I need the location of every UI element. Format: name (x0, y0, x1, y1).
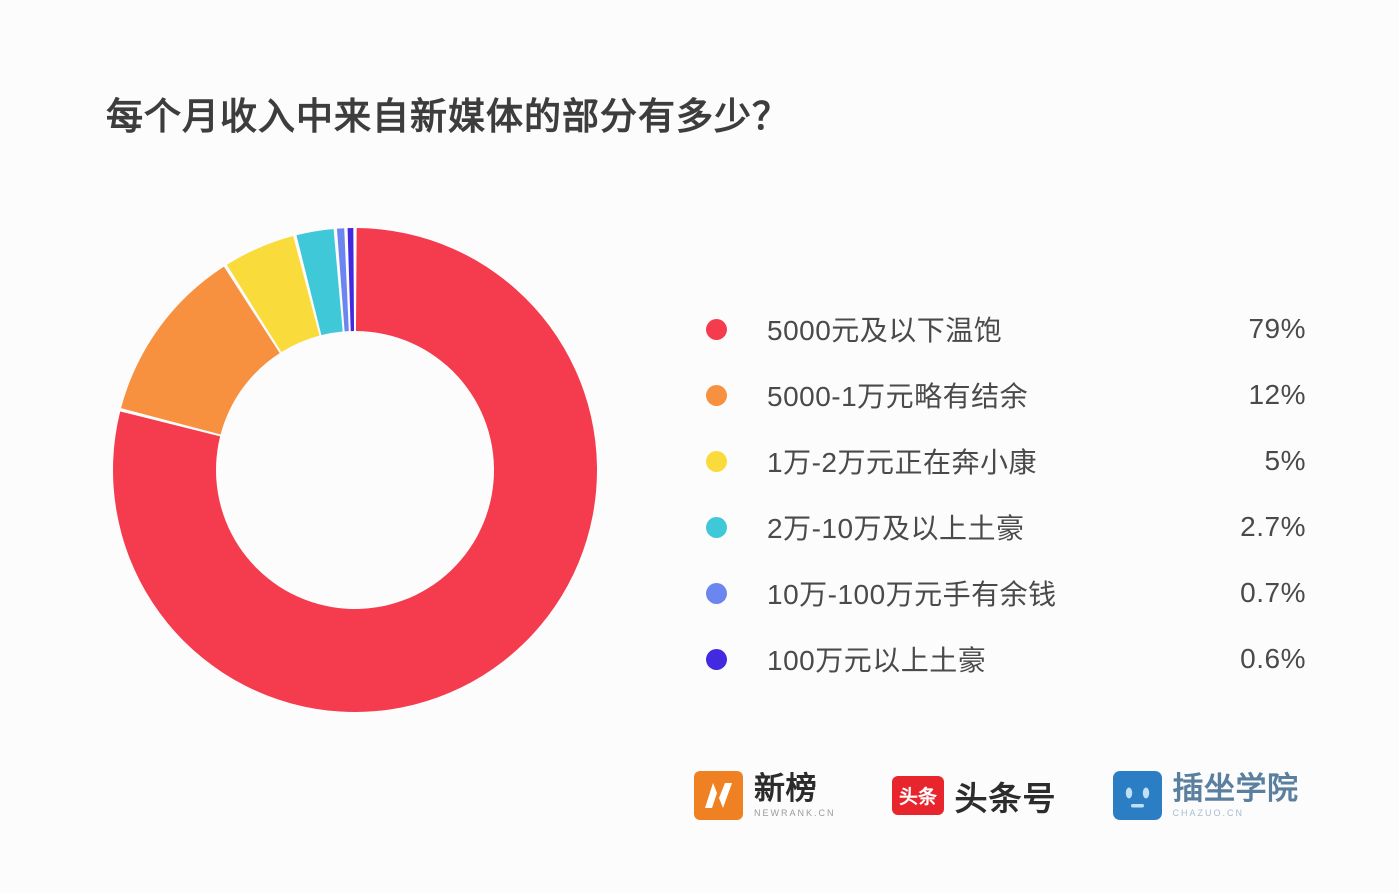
page-title: 每个月收入中来自新媒体的部分有多少？ (106, 96, 790, 137)
newrank-sub: NEWRANK.CN (754, 808, 836, 818)
legend-item-value: 79% (1248, 313, 1306, 344)
donut-slice[interactable] (121, 266, 280, 435)
legend-item-label: 2万-10万及以上土豪 (767, 513, 1025, 544)
legend-item-value: 0.6% (1240, 643, 1306, 674)
footer-logo-row: 新榜 NEWRANK.CN 头条 头条号 插坐学院 CHAZUO.CN (694, 771, 1299, 820)
legend-item[interactable]: 10万-100万元手有余钱 0.7% (706, 560, 1306, 626)
legend-color-dot-icon (706, 516, 727, 538)
legend-item-label: 100万元以上土豪 (767, 645, 987, 676)
logo-newrank: 新榜 NEWRANK.CN (694, 771, 836, 820)
legend-item[interactable]: 100万元以上土豪 0.6% (706, 626, 1306, 692)
legend-item[interactable]: 5000-1万元略有结余 12% (706, 362, 1306, 428)
donut-slice[interactable] (336, 228, 349, 332)
legend-item[interactable]: 2万-10万及以上土豪 2.7% (706, 494, 1306, 560)
newrank-name: 新榜 (754, 771, 817, 806)
legend-color-dot-icon (706, 318, 727, 340)
chazuo-mark-icon (1112, 771, 1162, 820)
chazuo-text: 插坐学院 CHAZUO.CN (1173, 773, 1299, 818)
legend-item[interactable]: 5000元及以下温饱 79% (706, 296, 1306, 362)
legend-item-label: 5000-1万元略有结余 (767, 381, 1029, 412)
legend-color-dot-icon (706, 384, 727, 406)
logo-toutiaohao: 头条 头条号 (891, 772, 1057, 820)
legend-color-dot-icon (706, 450, 727, 472)
newrank-mark-icon (694, 771, 743, 820)
donut-chart-svg (113, 228, 597, 712)
legend-item-value: 0.7% (1240, 577, 1306, 608)
donut-slice[interactable] (226, 236, 320, 353)
legend-item-label: 10万-100万元手有余钱 (767, 579, 1057, 610)
donut-slice-group (113, 228, 597, 712)
legend-item-label: 5000元及以下温饱 (767, 315, 1003, 346)
legend-item-value: 5% (1264, 445, 1306, 476)
donut-slice[interactable] (347, 228, 355, 332)
toutiaohao-name: 头条号 (954, 779, 1057, 817)
legend-item-value: 12% (1248, 379, 1306, 410)
legend-item[interactable]: 1万-2万元正在奔小康 5% (706, 428, 1306, 494)
donut-slice[interactable] (113, 228, 597, 712)
donut-slice[interactable] (296, 228, 343, 336)
newrank-text: 新榜 NEWRANK.CN (754, 773, 836, 818)
legend-item-value: 2.7% (1240, 511, 1306, 542)
toutiao-mark-icon: 头条 (891, 776, 944, 815)
legend-item-label: 1万-2万元正在奔小康 (767, 447, 1037, 478)
legend-color-dot-icon (706, 648, 727, 670)
chart-legend: 5000元及以下温饱 79% 5000-1万元略有结余 12% 1万-2万元正在奔小康 5… (706, 296, 1306, 692)
logo-chazuo: 插坐学院 CHAZUO.CN (1112, 771, 1299, 820)
svg-text:头条: 头条 (899, 785, 938, 808)
chazuo-sub: CHAZUO.CN (1172, 808, 1245, 818)
chazuo-name: 插坐学院 (1172, 771, 1299, 806)
donut-chart (113, 228, 597, 712)
legend-color-dot-icon (706, 582, 727, 604)
